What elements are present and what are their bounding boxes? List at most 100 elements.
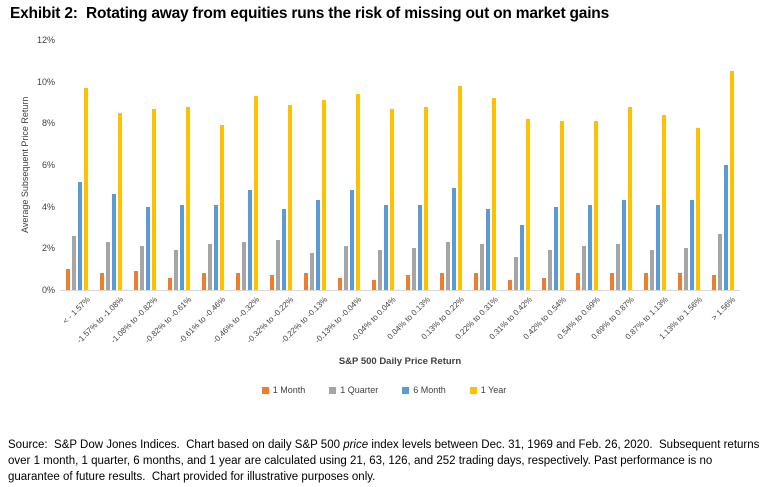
bar-6-month bbox=[247, 190, 253, 290]
bar-1-quarter bbox=[71, 235, 77, 290]
bar-group bbox=[638, 40, 672, 290]
y-tick-label: 12% bbox=[36, 35, 55, 45]
bar-1-year bbox=[559, 121, 565, 290]
bar-1-month bbox=[473, 273, 479, 290]
bar-group bbox=[570, 40, 604, 290]
bar-1-quarter bbox=[717, 233, 723, 290]
bar-1-quarter bbox=[105, 242, 111, 290]
bar-1-month bbox=[677, 273, 683, 290]
bar-6-month bbox=[689, 200, 695, 290]
bar-1-year bbox=[185, 106, 191, 290]
bar-6-month bbox=[621, 200, 627, 290]
source-note-text: Source: S&P Dow Jones Indices. Chart bas… bbox=[8, 438, 344, 451]
bar-group bbox=[468, 40, 502, 290]
legend-swatch-icon bbox=[261, 386, 269, 394]
bar-1-year bbox=[593, 121, 599, 290]
plot-area bbox=[60, 40, 740, 291]
bar-1-year bbox=[389, 108, 395, 290]
bar-6-month bbox=[519, 225, 525, 290]
bar-group bbox=[298, 40, 332, 290]
bar-6-month bbox=[145, 206, 151, 290]
bar-6-month bbox=[383, 204, 389, 290]
bar-1-year bbox=[491, 98, 497, 290]
chart-title: Exhibit 2: Rotating away from equities r… bbox=[10, 5, 609, 22]
y-tick-label: 2% bbox=[41, 243, 55, 254]
bar-group bbox=[162, 40, 196, 290]
legend-item: 1 Month bbox=[261, 385, 306, 395]
bar-group bbox=[604, 40, 638, 290]
bar-1-quarter bbox=[343, 246, 349, 290]
legend-label: 1 Quarter bbox=[340, 385, 379, 395]
legend-label: 1 Year bbox=[480, 385, 507, 395]
bar-1-month bbox=[269, 275, 275, 290]
bar-1-quarter bbox=[649, 250, 655, 290]
bar-6-month bbox=[281, 208, 287, 290]
bar-6-month bbox=[485, 208, 491, 290]
bar-6-month bbox=[77, 181, 83, 290]
bar-group bbox=[672, 40, 706, 290]
bar-1-year bbox=[661, 115, 667, 290]
bar-1-quarter bbox=[241, 242, 247, 290]
y-tick-label: 6% bbox=[41, 160, 55, 170]
bar-1-quarter bbox=[445, 242, 451, 290]
source-note-text: index levels between Dec. 31, 1969 and F… bbox=[8, 438, 763, 483]
bar-1-quarter bbox=[309, 252, 315, 290]
bar-1-month bbox=[65, 269, 71, 290]
bar-1-month bbox=[575, 273, 581, 290]
legend: 1 Month 1 Quarter 6 Month 1 Year bbox=[0, 385, 768, 395]
legend-item: 1 Quarter bbox=[329, 385, 378, 395]
bar-6-month bbox=[655, 204, 661, 290]
y-tick-label: 0% bbox=[41, 285, 55, 295]
bar-1-year bbox=[729, 71, 735, 290]
bar-1-quarter bbox=[411, 248, 417, 290]
bar-1-year bbox=[83, 87, 89, 290]
bar-1-quarter bbox=[479, 244, 485, 290]
bar-1-year bbox=[253, 96, 259, 290]
bar-1-month bbox=[99, 273, 105, 290]
bar-1-year bbox=[117, 112, 123, 290]
bar-group bbox=[434, 40, 468, 290]
y-axis-tick-labels: 0% 2% 4% 6% 8% 10% 12% bbox=[0, 35, 55, 295]
bar-1-quarter bbox=[173, 250, 179, 290]
bar-1-month bbox=[609, 273, 615, 290]
bar-1-year bbox=[321, 100, 327, 290]
bar-group bbox=[94, 40, 128, 290]
bar-1-month bbox=[337, 277, 343, 290]
bar-1-quarter bbox=[547, 250, 553, 290]
bar-1-year bbox=[355, 94, 361, 290]
bar-1-month bbox=[303, 273, 309, 290]
bar-group bbox=[230, 40, 264, 290]
bar-1-month bbox=[371, 279, 377, 290]
x-tick-label: > 1.56% bbox=[710, 295, 738, 323]
bar-6-month bbox=[111, 194, 117, 290]
bar-1-year bbox=[287, 104, 293, 290]
bar-1-month bbox=[439, 273, 445, 290]
bar-1-month bbox=[711, 275, 717, 290]
bar-group bbox=[332, 40, 366, 290]
bar-6-month bbox=[723, 165, 729, 290]
x-tick-label: < - 1.57% bbox=[60, 295, 92, 326]
bar-1-year bbox=[219, 125, 225, 290]
bar-1-quarter bbox=[275, 240, 281, 290]
legend-item: 6 Month bbox=[402, 385, 446, 395]
bar-group bbox=[366, 40, 400, 290]
bar-group bbox=[400, 40, 434, 290]
bar-6-month bbox=[417, 204, 423, 290]
bar-6-month bbox=[587, 204, 593, 290]
bar-group bbox=[60, 40, 94, 290]
bar-6-month bbox=[451, 187, 457, 290]
bar-1-month bbox=[201, 273, 207, 290]
legend-item: 1 Year bbox=[469, 385, 507, 395]
bar-1-year bbox=[525, 119, 531, 290]
bar-group bbox=[536, 40, 570, 290]
bar-1-quarter bbox=[513, 256, 519, 290]
bar-1-year bbox=[151, 108, 157, 290]
bar-1-month bbox=[405, 275, 411, 290]
bar-1-month bbox=[167, 277, 173, 290]
legend-label: 1 Month bbox=[272, 385, 306, 395]
legend-swatch-icon bbox=[469, 386, 477, 394]
bar-1-year bbox=[695, 127, 701, 290]
bar-6-month bbox=[315, 200, 321, 290]
x-axis-title: S&P 500 Daily Price Return bbox=[338, 356, 462, 367]
legend-swatch-icon bbox=[329, 386, 337, 394]
